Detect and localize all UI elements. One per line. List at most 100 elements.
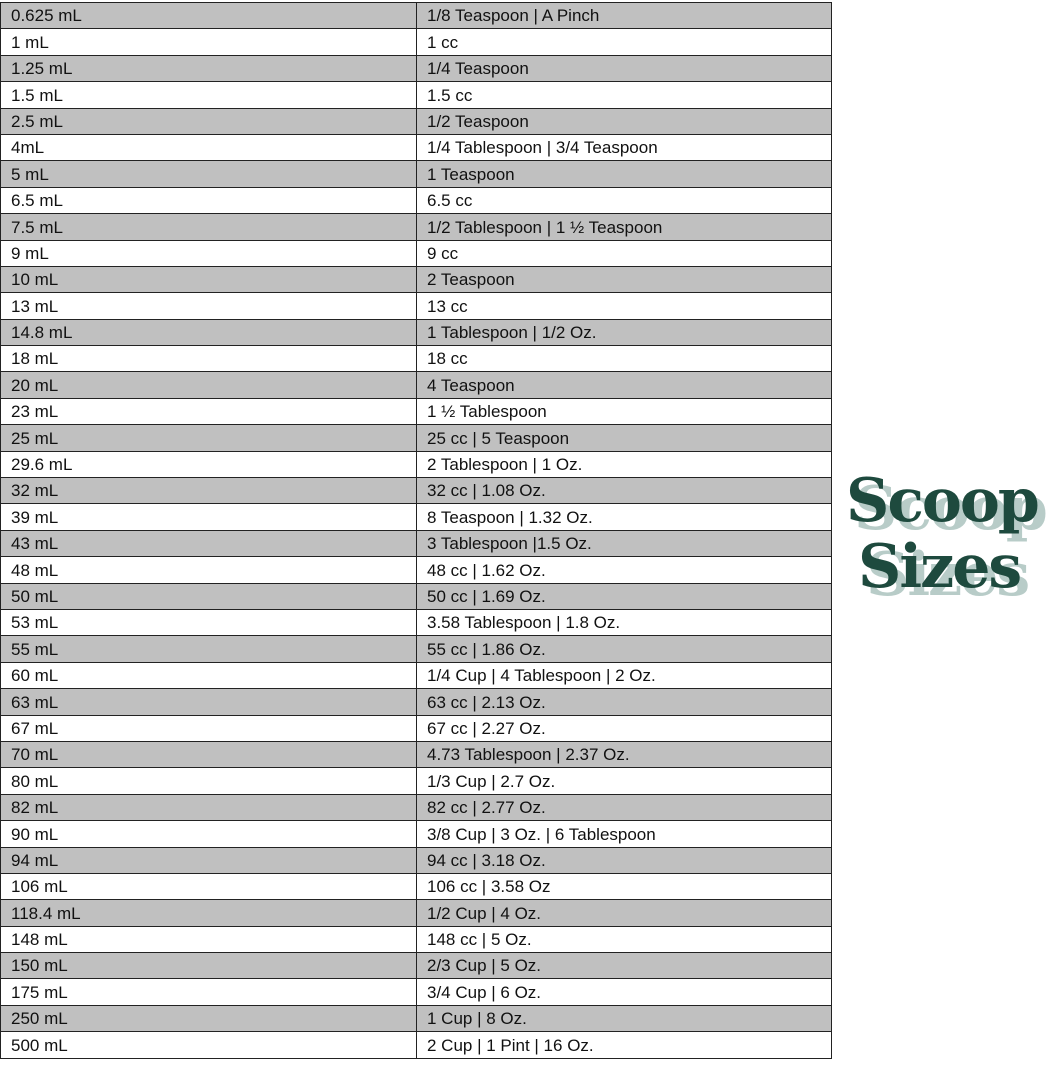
table-row: 43 mL 3 Tablespoon |1.5 Oz.	[0, 529, 832, 558]
table-row: 6.5 mL 6.5 cc	[0, 186, 832, 215]
table-row: 150 mL 2/3 Cup | 5 Oz.	[0, 952, 832, 980]
equivalent-cell: 18 cc	[416, 345, 832, 373]
volume-ml-cell: 250 mL	[0, 1004, 417, 1033]
equivalent-cell: 3/8 Cup | 3 Oz. | 6 Tablespoon	[416, 820, 832, 848]
equivalent-cell: 1/4 Teaspoon	[416, 54, 832, 83]
table-row: 1 mL 1 cc	[0, 28, 832, 56]
volume-ml-cell: 53 mL	[0, 608, 417, 637]
table-row: 0.625 mL 1/8 Teaspoon | A Pinch	[0, 1, 832, 30]
equivalent-cell: 1 Tablespoon | 1/2 Oz.	[416, 318, 832, 347]
table-row: 106 mL 106 cc | 3.58 Oz	[0, 872, 832, 901]
equivalent-cell: 9 cc	[416, 239, 832, 267]
equivalent-cell: 8 Teaspoon | 1.32 Oz.	[416, 503, 832, 531]
equivalent-cell: 55 cc | 1.86 Oz.	[416, 635, 832, 663]
equivalent-cell: 2/3 Cup | 5 Oz.	[416, 952, 832, 980]
volume-ml-cell: 25 mL	[0, 424, 417, 452]
volume-ml-cell: 67 mL	[0, 714, 417, 742]
table-row: 1.25 mL 1/4 Teaspoon	[0, 54, 832, 83]
equivalent-cell: 3 Tablespoon |1.5 Oz.	[416, 529, 832, 558]
volume-ml-cell: 118.4 mL	[0, 899, 417, 927]
table-row: 50 mL 50 cc | 1.69 Oz.	[0, 582, 832, 610]
volume-ml-cell: 148 mL	[0, 925, 417, 954]
equivalent-cell: 148 cc | 5 Oz.	[416, 925, 832, 954]
volume-ml-cell: 2.5 mL	[0, 107, 417, 135]
table-row: 10 mL 2 Teaspoon	[0, 265, 832, 294]
table-row: 82 mL 82 cc | 2.77 Oz.	[0, 793, 832, 822]
volume-ml-cell: 60 mL	[0, 661, 417, 690]
equivalent-cell: 63 cc | 2.13 Oz.	[416, 688, 832, 716]
equivalent-cell: 1/2 Tablespoon | 1 ½ Teaspoon	[416, 213, 832, 241]
volume-ml-cell: 80 mL	[0, 767, 417, 795]
equivalent-cell: 1 cc	[416, 28, 832, 56]
volume-ml-cell: 23 mL	[0, 397, 417, 426]
volume-ml-cell: 20 mL	[0, 371, 417, 399]
table-row: 60 mL 1/4 Cup | 4 Tablespoon | 2 Oz.	[0, 661, 832, 690]
table-row: 20 mL 4 Teaspoon	[0, 371, 832, 399]
equivalent-cell: 4 Teaspoon	[416, 371, 832, 399]
volume-ml-cell: 4mL	[0, 133, 417, 162]
volume-ml-cell: 1.25 mL	[0, 54, 417, 83]
equivalent-cell: 1 Cup | 8 Oz.	[416, 1004, 832, 1033]
volume-ml-cell: 106 mL	[0, 872, 417, 901]
volume-ml-cell: 55 mL	[0, 635, 417, 663]
volume-ml-cell: 1 mL	[0, 28, 417, 56]
table-row: 118.4 mL 1/2 Cup | 4 Oz.	[0, 899, 832, 927]
volume-ml-cell: 32 mL	[0, 477, 417, 505]
table-row: 48 mL 48 cc | 1.62 Oz.	[0, 556, 832, 584]
table-row: 90 mL 3/8 Cup | 3 Oz. | 6 Tablespoon	[0, 820, 832, 848]
equivalent-cell: 1/2 Teaspoon	[416, 107, 832, 135]
table-row: 80 mL 1/3 Cup | 2.7 Oz.	[0, 767, 832, 795]
volume-ml-cell: 500 mL	[0, 1031, 417, 1059]
equivalent-cell: 1/2 Cup | 4 Oz.	[416, 899, 832, 927]
equivalent-cell: 25 cc | 5 Teaspoon	[416, 424, 832, 452]
volume-ml-cell: 48 mL	[0, 556, 417, 584]
table-row: 29.6 mL 2 Tablespoon | 1 Oz.	[0, 450, 832, 479]
volume-ml-cell: 63 mL	[0, 688, 417, 716]
equivalent-cell: 1 Teaspoon	[416, 160, 832, 188]
table-row: 1.5 mL 1.5 cc	[0, 81, 832, 109]
scoop-sizes-logo: Scoop Sizes	[846, 470, 1061, 602]
volume-ml-cell: 10 mL	[0, 265, 417, 294]
volume-ml-cell: 13 mL	[0, 292, 417, 320]
equivalent-cell: 1 ½ Tablespoon	[416, 397, 832, 426]
table-row: 7.5 mL 1/2 Tablespoon | 1 ½ Teaspoon	[0, 213, 832, 241]
volume-ml-cell: 7.5 mL	[0, 213, 417, 241]
equivalent-cell: 106 cc | 3.58 Oz	[416, 872, 832, 901]
table-row: 13 mL 13 cc	[0, 292, 832, 320]
volume-ml-cell: 6.5 mL	[0, 186, 417, 215]
volume-ml-cell: 39 mL	[0, 503, 417, 531]
table-row: 500 mL 2 Cup | 1 Pint | 16 Oz.	[0, 1031, 832, 1059]
table-row: 2.5 mL 1/2 Teaspoon	[0, 107, 832, 135]
equivalent-cell: 1/8 Teaspoon | A Pinch	[416, 1, 832, 30]
table-row: 148 mL 148 cc | 5 Oz.	[0, 925, 832, 954]
volume-ml-cell: 175 mL	[0, 978, 417, 1006]
table-row: 175 mL 3/4 Cup | 6 Oz.	[0, 978, 832, 1006]
logo-line-2: Sizes	[858, 532, 1022, 602]
table-row: 94 mL 94 cc | 3.18 Oz.	[0, 846, 832, 874]
volume-ml-cell: 5 mL	[0, 160, 417, 188]
table-row: 55 mL 55 cc | 1.86 Oz.	[0, 635, 832, 663]
table-row: 39 mL 8 Teaspoon | 1.32 Oz.	[0, 503, 832, 531]
table-row: 250 mL 1 Cup | 8 Oz.	[0, 1004, 832, 1033]
equivalent-cell: 3/4 Cup | 6 Oz.	[416, 978, 832, 1006]
logo-line-1: Scoop	[846, 466, 1040, 536]
volume-ml-cell: 43 mL	[0, 529, 417, 558]
volume-ml-cell: 18 mL	[0, 345, 417, 373]
table-row: 18 mL 18 cc	[0, 345, 832, 373]
equivalent-cell: 50 cc | 1.69 Oz.	[416, 582, 832, 610]
equivalent-cell: 94 cc | 3.18 Oz.	[416, 846, 832, 874]
volume-ml-cell: 90 mL	[0, 820, 417, 848]
equivalent-cell: 1/4 Cup | 4 Tablespoon | 2 Oz.	[416, 661, 832, 690]
volume-ml-cell: 82 mL	[0, 793, 417, 822]
table-row: 25 mL 25 cc | 5 Teaspoon	[0, 424, 832, 452]
scoop-size-table: 0.625 mL 1/8 Teaspoon | A Pinch 1 mL 1 cc 1.…	[0, 1, 832, 1059]
volume-ml-cell: 14.8 mL	[0, 318, 417, 347]
table-row: 5 mL 1 Teaspoon	[0, 160, 832, 188]
volume-ml-cell: 1.5 mL	[0, 81, 417, 109]
volume-ml-cell: 70 mL	[0, 740, 417, 769]
equivalent-cell: 6.5 cc	[416, 186, 832, 215]
equivalent-cell: 13 cc	[416, 292, 832, 320]
table-row: 4mL 1/4 Tablespoon | 3/4 Teaspoon	[0, 133, 832, 162]
volume-ml-cell: 94 mL	[0, 846, 417, 874]
table-row: 23 mL 1 ½ Tablespoon	[0, 397, 832, 426]
